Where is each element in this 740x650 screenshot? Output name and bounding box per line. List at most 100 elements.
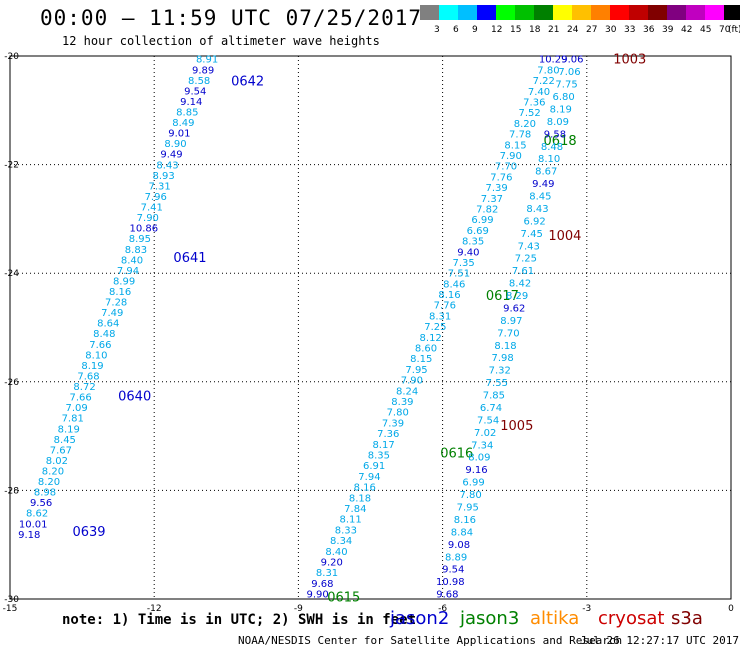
legend-swatch (496, 5, 515, 20)
wave-height-value: 8.48 (541, 142, 563, 153)
pass-number-label: 0616 (440, 446, 473, 461)
wave-height-value: 7.80 (460, 490, 482, 501)
wave-height-value: 7.40 (528, 87, 550, 98)
wave-height-value: 8.11 (339, 515, 361, 526)
wave-height-value: 7.76 (490, 172, 512, 183)
wave-height-value: 7.43 (518, 241, 540, 252)
wave-height-value: 8.02 (46, 456, 68, 467)
y-tick-label: -20 (4, 52, 19, 62)
legend-swatch (610, 5, 629, 20)
satellite-altika: altika (530, 608, 580, 629)
wave-height-value: 8.89 (445, 552, 467, 563)
wave-height-value: 6.99 (471, 215, 493, 226)
wave-height-value: 7.67 (50, 445, 72, 456)
legend-label: 70 (719, 25, 731, 35)
pass-number-label: 1003 (613, 53, 646, 68)
y-tick-label: -28 (4, 486, 19, 496)
wave-height-value: 8.19 (58, 424, 80, 435)
wave-height-value: 8.17 (372, 440, 394, 451)
legend-label: 6 (453, 25, 459, 35)
legend-label: 42 (681, 25, 693, 35)
legend-swatch (572, 5, 591, 20)
wave-height-value: 7.25 (424, 322, 446, 333)
legend-label: 27 (586, 25, 598, 35)
satellite-jason2: jason2 (390, 608, 450, 629)
wave-height-value: 7.52 (518, 108, 540, 119)
legend-swatch (439, 5, 458, 20)
legend-label: 9 (472, 25, 478, 35)
wave-height-value: 9.90 (306, 590, 328, 601)
wave-height-value: 9.62 (503, 303, 525, 314)
wave-height-value: 8.91 (196, 55, 218, 66)
wave-height-value: 10.01 (19, 519, 48, 530)
wave-height-value: 9.40 (457, 247, 479, 258)
wave-height-value: 7.95 (457, 503, 479, 514)
legend-label: 33 (624, 25, 636, 35)
wave-height-value: 9.68 (436, 590, 458, 601)
wave-height-value: 8.40 (325, 547, 347, 558)
x-tick-label: -12 (147, 604, 162, 614)
legend-swatch (458, 5, 477, 20)
legend-swatch (515, 5, 534, 20)
wave-height-value: 8.46 (443, 279, 465, 290)
wave-height-value: 8.90 (164, 139, 186, 150)
wave-height-value: 7.25 (515, 254, 537, 265)
wave-height-value: 7.09 (66, 403, 88, 414)
legend-swatch (686, 5, 705, 20)
wave-height-value: 8.16 (438, 290, 460, 301)
wave-height-value: 8.10 (85, 350, 107, 361)
wave-height-value: 6.92 (523, 216, 545, 227)
wave-height-value: 8.35 (462, 237, 484, 248)
wave-height-value: 9.56 (30, 498, 52, 509)
wave-height-value: 7.78 (509, 130, 531, 141)
wave-height-value: 8.72 (73, 382, 95, 393)
wave-height-value: 9.20 (321, 557, 343, 568)
wave-height-value: 8.43 (526, 204, 548, 215)
wave-height-value: 7.84 (344, 504, 366, 515)
wave-height-value: 7.37 (481, 194, 503, 205)
wave-height-value: 8.64 (97, 319, 119, 330)
satellite-jason3: jason3 (460, 608, 520, 629)
wave-height-value: 8.42 (509, 279, 531, 290)
wave-height-value: 7.82 (476, 204, 498, 215)
pass-number-label: 0641 (173, 251, 206, 266)
wave-height-value: 8.43 (156, 160, 178, 171)
wave-height-value: 10.29 (539, 55, 568, 66)
wave-height-value: 9.08 (448, 540, 470, 551)
wave-height-value: 9.06 (561, 55, 583, 66)
wave-height-value: 6.91 (363, 461, 385, 472)
wave-height-value: 8.93 (152, 171, 174, 182)
footer-timestamp: Jul 26 12:27:17 UTC 2017 (580, 634, 739, 647)
wave-height-value: 8.49 (172, 118, 194, 129)
satellite-s3a: s3a (671, 608, 703, 629)
wave-height-value: 7.41 (141, 203, 163, 214)
legend-unit: (ft) (728, 25, 740, 35)
wave-height-value: 9.49 (532, 179, 554, 190)
wave-height-value: 8.20 (514, 119, 536, 130)
page-title: 00:00 – 11:59 UTC 07/25/2017 (40, 6, 423, 30)
wave-height-value: 7.51 (448, 269, 470, 280)
legend-label: 24 (567, 25, 579, 35)
wave-height-value: 8.24 (396, 386, 418, 397)
wave-height-value: 9.54 (442, 565, 464, 576)
wave-height-value: 7.75 (555, 80, 577, 91)
wave-height-value: 7.49 (101, 308, 123, 319)
legend-swatch (420, 5, 439, 20)
wave-height-value: 8.99 (113, 276, 135, 287)
wave-height-value: 7.39 (485, 183, 507, 194)
wave-height-value: 9.68 (311, 579, 333, 590)
legend-label: 45 (700, 25, 712, 35)
wave-height-value: 8.15 (410, 354, 432, 365)
pass-number-label: 0639 (72, 525, 105, 540)
wave-height-value: 8.83 (125, 245, 147, 256)
note-text: note: 1) Time is in UTC; 2) SWH is in fe… (62, 612, 417, 628)
legend-label: 30 (605, 25, 617, 35)
wave-height-value: 7.76 (434, 301, 456, 312)
wave-height-value: 8.12 (420, 333, 442, 344)
wave-height-value: 6.80 (553, 92, 575, 103)
wave-height-value: 7.94 (117, 266, 139, 277)
x-tick-label: -15 (3, 604, 18, 614)
wave-height-value: 8.31 (429, 311, 451, 322)
legend-label: 18 (529, 25, 541, 35)
wave-height-value: 10.98 (436, 577, 465, 588)
